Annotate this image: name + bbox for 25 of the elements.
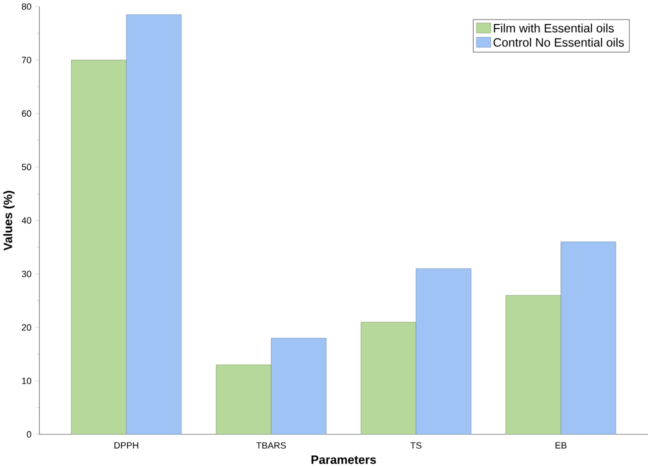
bar (506, 295, 562, 434)
bar (270, 338, 326, 434)
bar (360, 322, 416, 434)
bar (71, 60, 127, 434)
x-tick-label: EB (556, 442, 566, 448)
y-tick-label: 0 (26, 431, 32, 438)
y-tick-label: 30 (22, 270, 32, 278)
legend-label: Control No Essential oils (494, 38, 624, 47)
x-tick-label: TS (410, 442, 422, 448)
bar (560, 242, 616, 434)
bar (416, 268, 472, 434)
bar (216, 364, 272, 434)
legend-label: Film with Essential oils (494, 23, 614, 32)
y-tick-label: 80 (22, 3, 32, 10)
y-tick-label: 50 (22, 164, 32, 170)
y-tick-label: 20 (22, 324, 32, 330)
y-tick-label: 60 (22, 110, 32, 117)
y-tick-label: 40 (22, 217, 32, 224)
x-axis-title: Parameters (312, 455, 376, 464)
bar (126, 14, 182, 434)
y-tick-label: 10 (22, 378, 32, 384)
x-tick-label: DPPH (114, 442, 138, 448)
x-tick-label: TBARS (256, 442, 286, 448)
y-axis-title: Values (%) (3, 190, 15, 250)
y-tick-label: 70 (22, 56, 32, 64)
